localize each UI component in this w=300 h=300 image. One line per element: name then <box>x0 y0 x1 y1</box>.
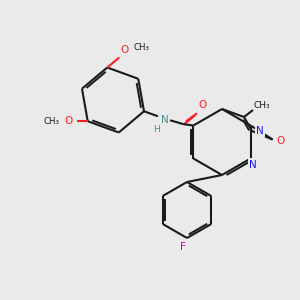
Text: O: O <box>198 100 206 110</box>
Text: CH₃: CH₃ <box>44 117 60 126</box>
Text: O: O <box>277 136 285 146</box>
Text: F: F <box>180 242 186 252</box>
Text: CH₃: CH₃ <box>254 100 270 109</box>
Text: H: H <box>153 125 159 134</box>
Text: N: N <box>256 126 264 136</box>
Text: N: N <box>249 160 256 170</box>
Text: N: N <box>161 115 169 125</box>
Text: CH₃: CH₃ <box>133 43 149 52</box>
Text: O: O <box>64 116 73 126</box>
Text: O: O <box>120 44 128 55</box>
